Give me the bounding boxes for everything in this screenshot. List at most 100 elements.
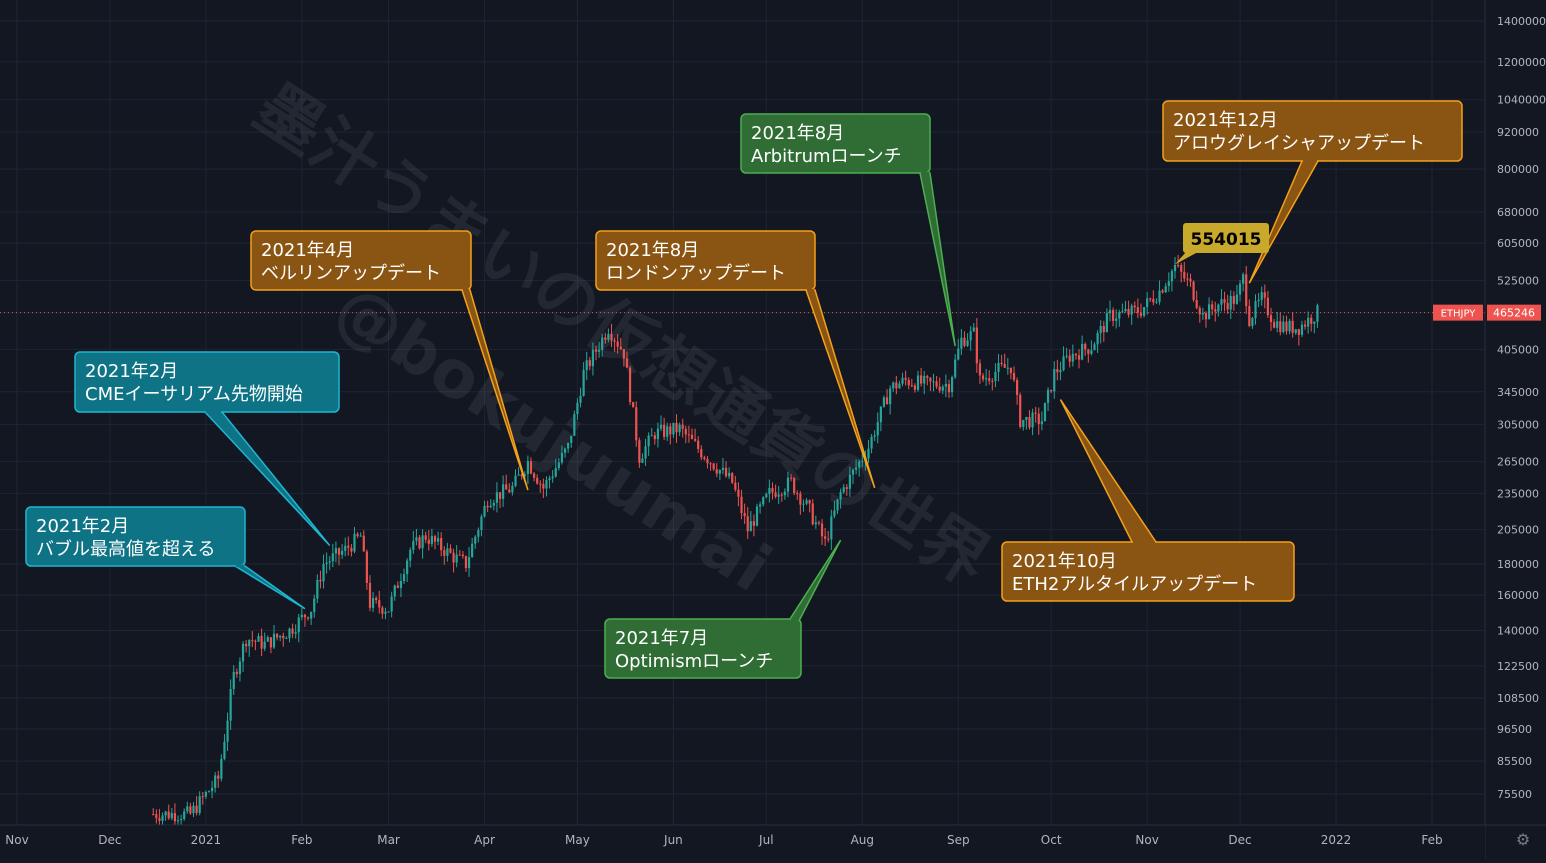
candle-body bbox=[910, 385, 913, 387]
candle-body bbox=[1313, 321, 1316, 324]
candle-body bbox=[771, 488, 774, 493]
candle-body bbox=[724, 467, 728, 477]
y-axis[interactable]: 1400000 1200000 1040000 920000 800000 680000 6… bbox=[1433, 0, 1546, 859]
candle-body bbox=[892, 382, 895, 389]
candle-body bbox=[672, 422, 675, 435]
gear-icon[interactable]: ⚙ bbox=[1515, 830, 1531, 849]
candle-body bbox=[1149, 298, 1152, 300]
candle-body bbox=[210, 787, 214, 792]
candle-body bbox=[430, 536, 434, 544]
candle-body bbox=[1211, 304, 1214, 310]
callout-optimism-date: 2021年7月 bbox=[615, 628, 708, 649]
candle-body bbox=[176, 820, 180, 822]
candle-body bbox=[495, 492, 499, 503]
candle-body bbox=[1124, 308, 1127, 312]
candle-body bbox=[1050, 389, 1053, 392]
candle-body bbox=[585, 360, 588, 371]
x-tick-label: 2021 bbox=[191, 833, 222, 847]
symbol-tag-text: ETHJPY bbox=[1441, 309, 1477, 320]
candle-body bbox=[511, 485, 514, 493]
candle-body bbox=[1288, 320, 1291, 332]
candle-body bbox=[393, 585, 396, 597]
candle-body bbox=[1012, 373, 1016, 380]
candle-body bbox=[805, 500, 808, 504]
candle-body bbox=[579, 395, 582, 403]
candle-body bbox=[799, 493, 802, 505]
candle-body bbox=[1204, 313, 1208, 320]
candle-body bbox=[152, 814, 155, 816]
candle-body bbox=[1214, 309, 1217, 312]
candle-body bbox=[288, 628, 291, 639]
candle-body bbox=[994, 371, 997, 382]
candle-body bbox=[573, 413, 576, 436]
last-price-tag-text: 465246 bbox=[1493, 307, 1535, 320]
candle-body bbox=[1015, 379, 1019, 395]
candle-body bbox=[341, 550, 344, 555]
candle-body bbox=[1158, 290, 1161, 302]
candle-body bbox=[375, 598, 378, 601]
candle-body bbox=[1189, 278, 1192, 282]
candle-body bbox=[1108, 310, 1112, 314]
candle-body bbox=[1127, 308, 1130, 315]
candle-body bbox=[935, 381, 938, 387]
grid bbox=[0, 0, 1485, 825]
candle-body bbox=[238, 661, 242, 675]
y-tick-label: 75500 bbox=[1497, 788, 1532, 801]
candle-body bbox=[666, 426, 669, 437]
candle-body bbox=[659, 424, 663, 429]
candle-body bbox=[1000, 362, 1003, 365]
candle-body bbox=[161, 815, 164, 821]
candle-body bbox=[947, 384, 951, 393]
candle-body bbox=[505, 484, 508, 490]
candle-body bbox=[492, 502, 495, 506]
candle-body bbox=[920, 375, 923, 384]
candle-body bbox=[446, 548, 449, 556]
callout-altair-joint bbox=[1133, 541, 1155, 543]
candle-body bbox=[371, 598, 375, 608]
candle-body bbox=[396, 585, 399, 588]
candle-body bbox=[582, 370, 585, 396]
x-tick-label: Jul bbox=[758, 833, 773, 847]
candle-body bbox=[306, 617, 310, 619]
x-axis[interactable]: Nov Dec 2021 Feb Mar Apr May Jun Jul Aug Sep Oct Nov… bbox=[0, 824, 1546, 859]
candle-body bbox=[1111, 310, 1115, 321]
candle-body bbox=[1183, 271, 1186, 279]
candle-body bbox=[1019, 394, 1022, 428]
candle-body bbox=[1254, 301, 1257, 319]
candle-body bbox=[867, 448, 870, 459]
candle-body bbox=[1269, 315, 1273, 323]
callout-altair-date: 2021年10月 bbox=[1012, 551, 1117, 572]
candle-body bbox=[1046, 389, 1050, 403]
callout-arrow-glacier-date: 2021年12月 bbox=[1173, 110, 1278, 131]
candle-body bbox=[904, 377, 907, 380]
candle-body bbox=[365, 551, 368, 583]
callout-bubble-high-date: 2021年2月 bbox=[36, 516, 129, 537]
candle-body bbox=[1192, 281, 1195, 301]
candle-body bbox=[963, 337, 966, 346]
candle-body bbox=[325, 562, 328, 565]
candle-body bbox=[328, 561, 331, 563]
candle-body bbox=[1235, 294, 1239, 304]
candle-body bbox=[1025, 417, 1028, 420]
candle-body bbox=[458, 554, 461, 556]
candle-body bbox=[455, 554, 458, 563]
candle-body bbox=[861, 460, 864, 462]
candle-body bbox=[625, 358, 629, 368]
candle-body bbox=[929, 377, 932, 382]
candle-body bbox=[576, 402, 579, 414]
candle-body bbox=[319, 580, 322, 582]
candle-body bbox=[690, 434, 694, 439]
callout-london-date: 2021年8月 bbox=[606, 240, 699, 261]
candle-body bbox=[759, 504, 762, 507]
candle-body bbox=[601, 337, 604, 350]
candle-body bbox=[628, 367, 632, 403]
x-tick-label: Nov bbox=[5, 833, 28, 847]
x-axis-panel bbox=[0, 825, 1485, 859]
candle-body bbox=[944, 384, 947, 387]
candle-body bbox=[443, 550, 446, 556]
candle-body bbox=[1022, 419, 1025, 428]
candle-body bbox=[916, 375, 920, 390]
